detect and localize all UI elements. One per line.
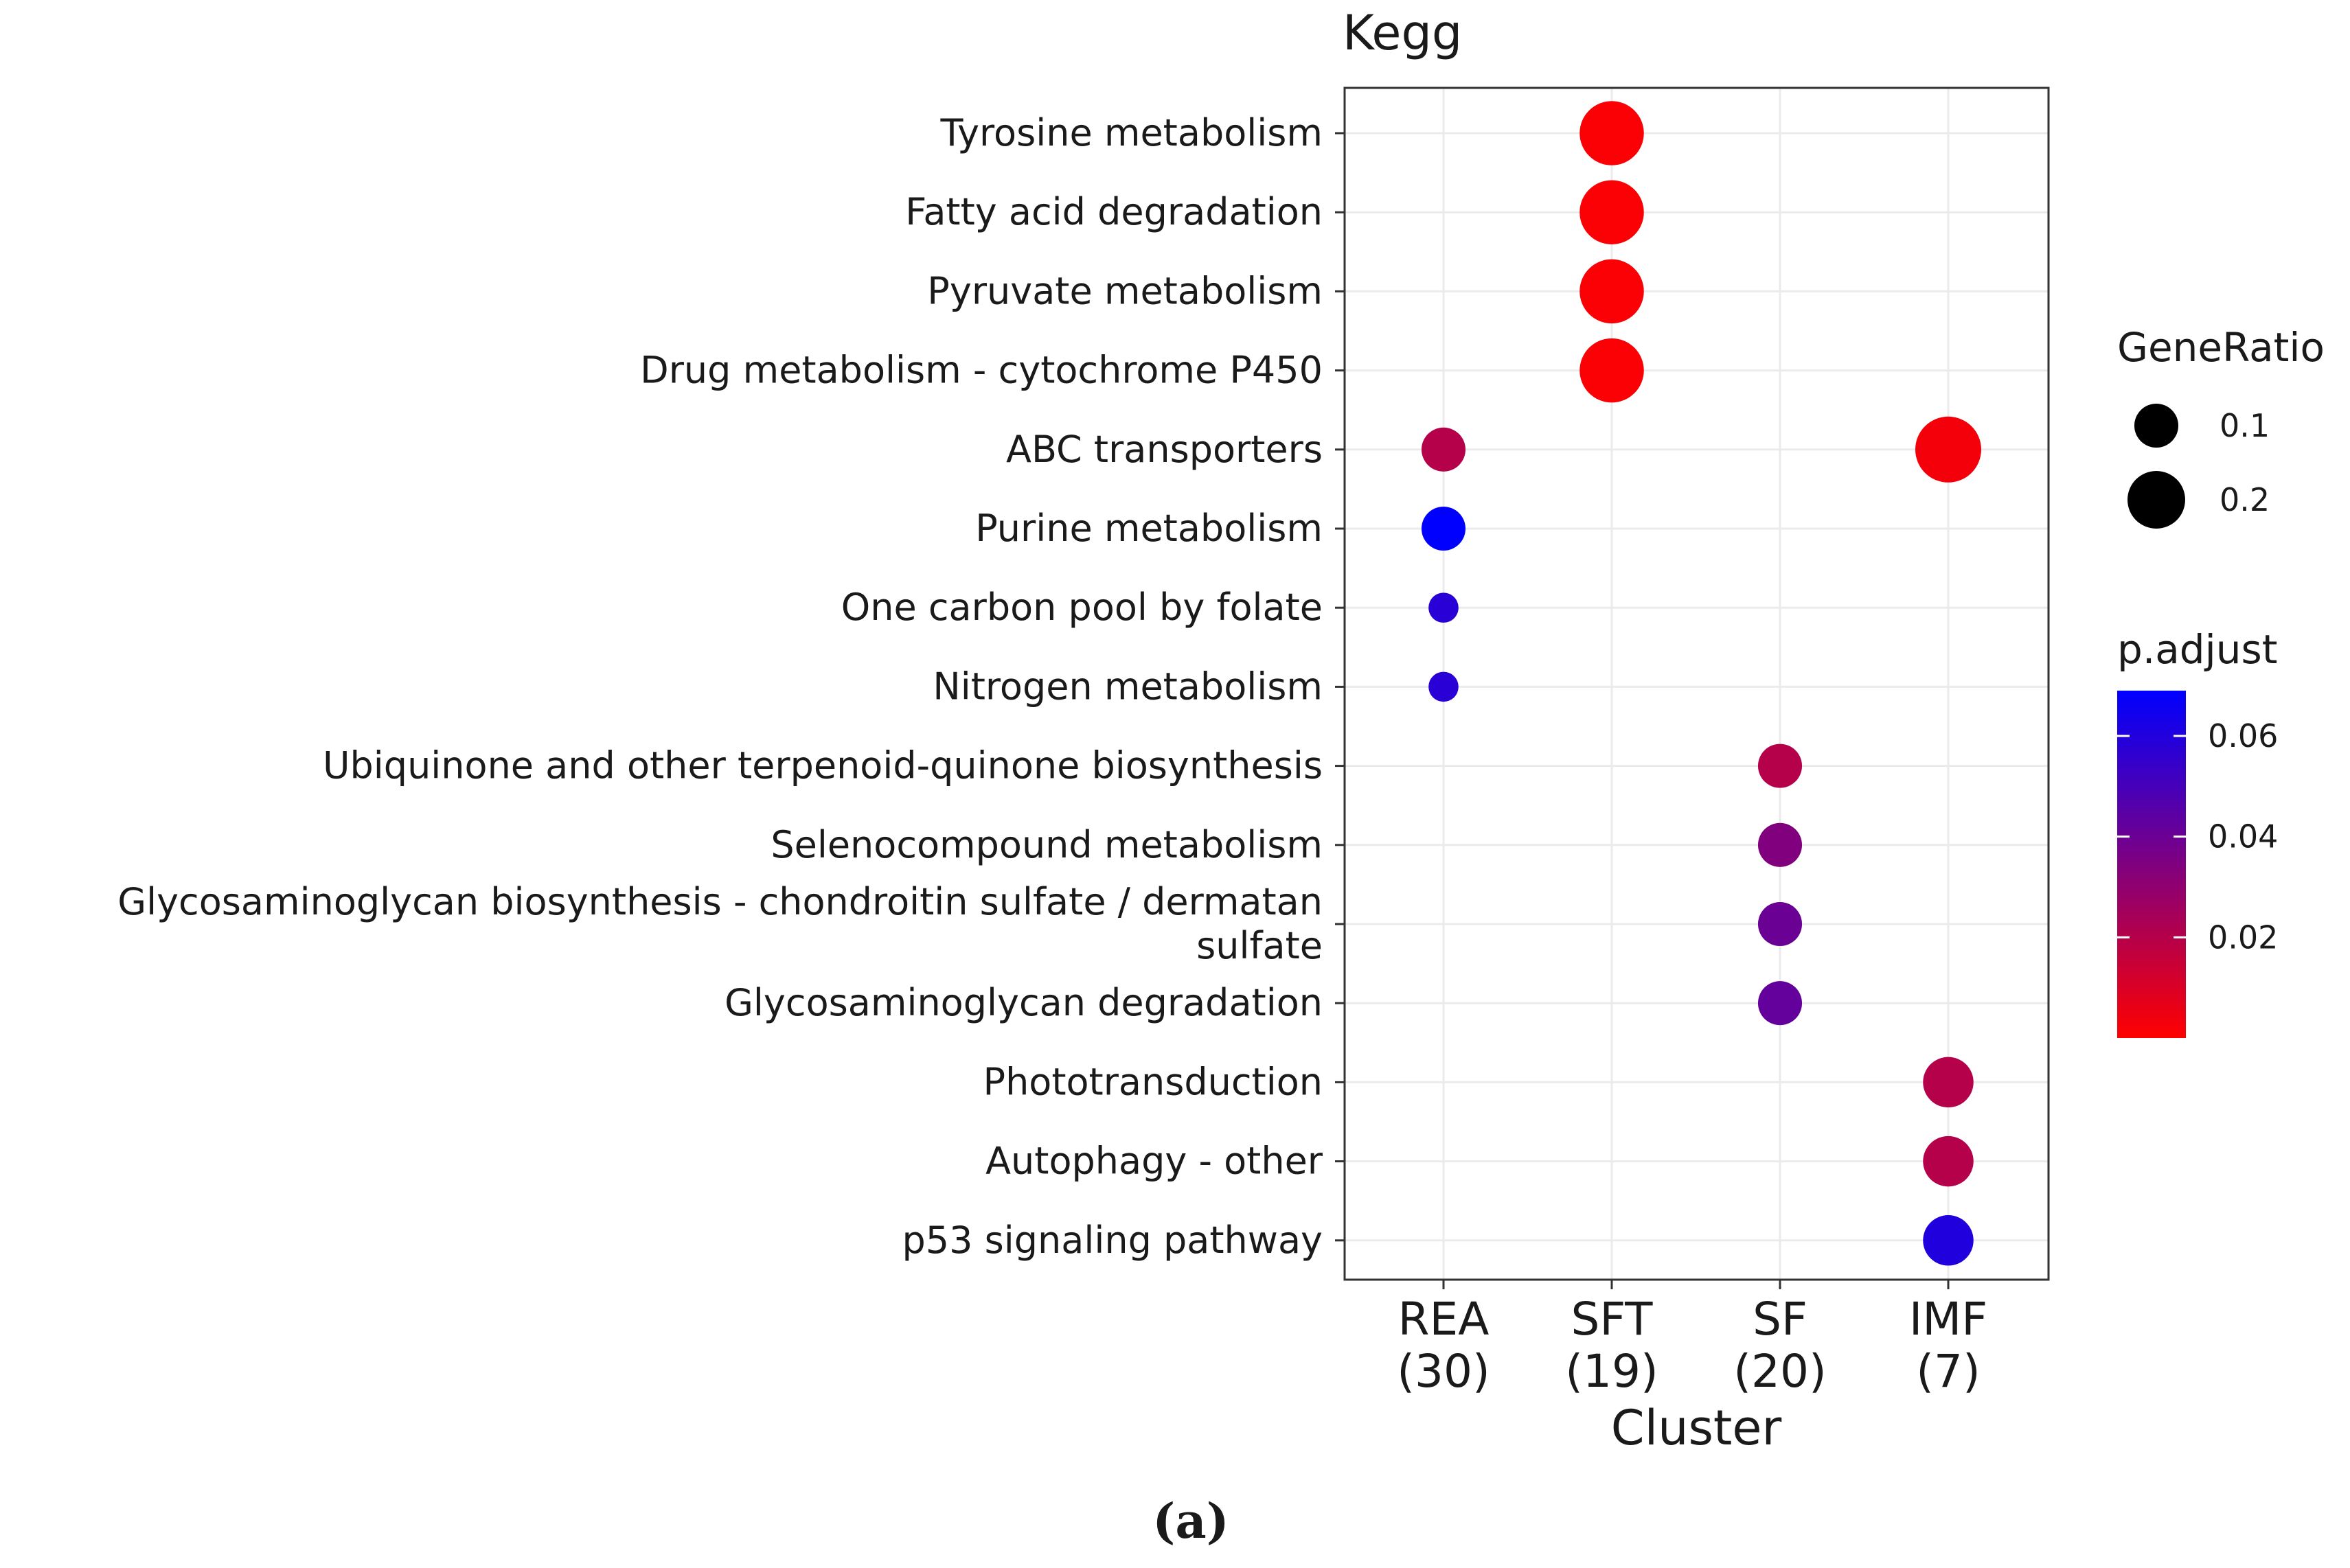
colorbar-label: 0.06	[2208, 717, 2278, 754]
colorbar-label: 0.04	[2208, 818, 2278, 855]
data-point	[1923, 1057, 1974, 1108]
panel-border	[1343, 87, 2050, 1281]
p-adjust-legend: p.adjust 0.06 0.04 0.02	[2117, 626, 2278, 1038]
size-legend-label: 0.2	[2220, 481, 2270, 518]
y-tick-label: ABC transporters	[1006, 428, 1323, 471]
y-tick-label: Drug metabolism - cytochrome P450	[640, 349, 1323, 392]
y-tick-label: One carbon pool by folate	[841, 586, 1323, 629]
y-tick-label: Fatty acid degradation	[905, 190, 1323, 233]
x-tick-count: (19)	[1565, 1345, 1658, 1398]
x-axis-title: Cluster	[1611, 1400, 1782, 1456]
data-point	[1579, 180, 1644, 244]
x-tick-label: IMF	[1909, 1293, 1987, 1346]
x-tick-count: (7)	[1916, 1345, 1981, 1398]
size-legend-key	[2134, 403, 2179, 448]
y-tick-label: Glycosaminoglycan degradation	[725, 981, 1323, 1024]
figure-caption: (a)	[1152, 1492, 1229, 1549]
data-point	[1757, 822, 1803, 867]
y-tick-label: Autophagy - other	[985, 1140, 1323, 1183]
points-layer	[1421, 101, 1981, 1266]
y-tick-label: p53 signaling pathway	[902, 1219, 1323, 1262]
size-legend-label: 0.1	[2220, 407, 2270, 444]
caption-letter: a	[1175, 1492, 1206, 1549]
y-tick-label: Purine metabolism	[975, 507, 1323, 550]
x-axis: REA(30) SFT(19) SF(20) IMF(7)	[1397, 1280, 1987, 1398]
x-tick-count: (20)	[1733, 1345, 1826, 1398]
gene-ratio-legend-title: GeneRatio	[2117, 324, 2325, 371]
y-tick-label: Tyrosine metabolism	[940, 111, 1323, 154]
x-tick-count: (30)	[1397, 1345, 1490, 1398]
data-point	[1923, 1215, 1974, 1266]
y-tick-label: Pyruvate metabolism	[927, 269, 1323, 312]
x-tick-label: SFT	[1571, 1293, 1653, 1346]
y-tick-label: Phototransduction	[983, 1060, 1323, 1103]
data-point	[1923, 1135, 1974, 1187]
data-point	[1421, 427, 1466, 472]
y-tick-label: Glycosaminoglycan biosynthesis - chondro…	[117, 880, 1323, 923]
data-point	[1579, 338, 1644, 403]
y-axis: Tyrosine metabolism Fatty acid degradatio…	[117, 111, 1345, 1262]
y-tick-label: sulfate	[1196, 924, 1323, 967]
data-point	[1579, 259, 1644, 324]
caption-open-paren: (	[1152, 1492, 1175, 1549]
plot-panel	[1343, 87, 2050, 1281]
data-point	[1915, 416, 1981, 483]
x-tick-label: SF	[1753, 1293, 1807, 1346]
chart-title: Kegg	[1343, 5, 1462, 61]
p-adjust-colorbar	[2117, 691, 2186, 1038]
gene-ratio-legend: GeneRatio 0.1 0.2	[2117, 324, 2325, 529]
data-point	[1428, 671, 1459, 702]
size-legend-key	[2127, 471, 2185, 529]
p-adjust-legend-title: p.adjust	[2117, 626, 2277, 673]
colorbar-label: 0.02	[2208, 919, 2278, 956]
y-tick-label: Nitrogen metabolism	[933, 665, 1323, 708]
y-tick-label: Selenocompound metabolism	[771, 823, 1323, 866]
x-tick-label: REA	[1398, 1293, 1490, 1346]
data-point	[1757, 981, 1803, 1026]
data-point	[1428, 592, 1459, 623]
data-point	[1757, 901, 1803, 947]
caption-close-paren: )	[1207, 1492, 1229, 1549]
data-point	[1421, 506, 1466, 551]
y-tick-label: Ubiquinone and other terpenoid-quinone b…	[323, 744, 1323, 787]
data-point	[1579, 101, 1644, 165]
data-point	[1757, 743, 1803, 788]
